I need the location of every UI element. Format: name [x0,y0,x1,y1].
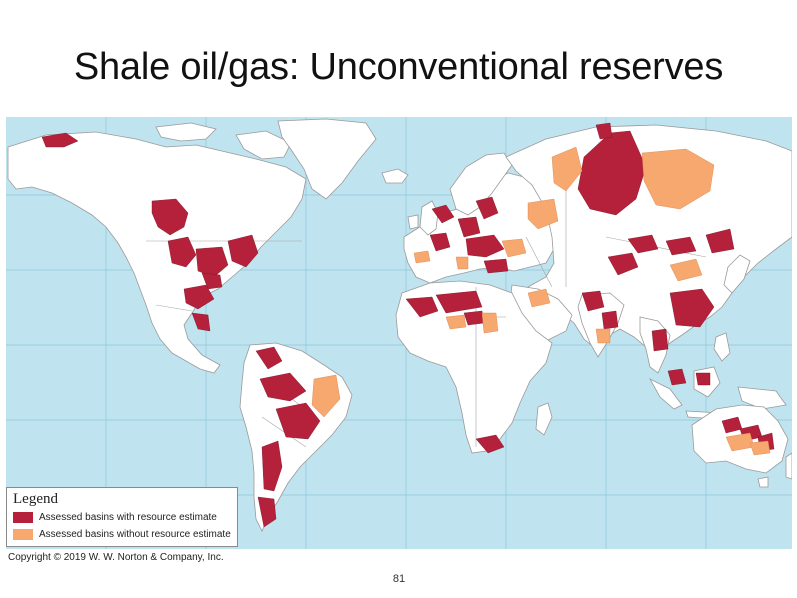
madagascar [535,402,553,436]
basin-russia-north [595,122,613,140]
basin-indonesia [667,368,687,386]
basin-us-gulf [183,284,215,310]
basin-russia-west [527,198,559,230]
basin-western-canada [151,198,189,236]
basins-without-estimate [311,146,771,456]
basin-spain [413,250,431,264]
sumatra [649,378,683,410]
legend-item-without-estimate: Assessed basins without resource estimat… [13,526,231,542]
basin-us-appalachian [227,234,259,268]
basin-pakistan [581,290,605,312]
baffin-island [235,130,292,160]
legend-item-with-estimate: Assessed basins with resource estimate [13,509,231,525]
basin-central-europe [465,234,505,258]
page-number: 81 [392,573,406,585]
basin-southeast-asia [651,328,669,352]
new-zealand [785,452,792,480]
arctic-islands [155,122,217,142]
basin-patagonia [257,496,277,528]
africa [395,280,553,454]
legend-label-without-estimate: Assessed basins without resource estimat… [39,528,231,540]
basin-north-africa-south [445,314,467,330]
iceland [381,168,409,184]
philippines [713,332,731,362]
basin-russia-east [641,148,715,210]
basin-brazil [311,374,341,418]
basin-kazakhstan [627,234,659,254]
basin-north-sea [431,204,455,224]
basin-china-west [669,258,703,282]
basin-north-africa-west [405,296,439,318]
tasmania [757,476,769,488]
basin-middle-east [527,288,551,308]
ireland [407,214,419,230]
scandinavia [449,152,513,216]
basin-paraguay [275,402,321,440]
legend-label-with-estimate: Assessed basins with resource estimate [39,511,217,523]
slide-title: Shale oil/gas: Unconventional reserves [73,46,724,88]
basin-australia-south [749,440,771,456]
copyright-notice: Copyright © 2019 W. W. Norton & Company,… [8,552,224,563]
basin-poland [457,216,481,238]
basin-mexico [191,312,211,332]
north-america [7,131,307,374]
basin-north-africa-central [435,290,483,314]
legend-title: Legend [13,491,58,507]
basin-india-south [595,328,611,344]
basin-us-rockies [167,236,197,268]
map-legend: Legend Assessed basins with resource est… [6,487,238,547]
basin-eastern-europe [501,238,527,258]
basin-argentina [261,440,283,492]
world-map-svg [6,117,792,549]
japan [723,254,751,294]
basin-mongolia [665,236,697,256]
legend-swatch-orange [13,528,33,540]
basin-borneo [695,372,711,386]
basin-baltic [475,196,499,220]
basin-egypt [481,312,499,334]
basin-russia-west-siberia [577,130,647,216]
legend-swatch-red [13,511,33,523]
basin-alaska [41,132,79,148]
new-guinea [737,386,787,410]
basin-france [429,232,451,252]
basin-china [669,288,715,328]
basin-central-asia [607,252,639,276]
basin-russia-central [551,146,583,192]
basin-india [601,310,619,330]
world-map [6,117,792,549]
basins-with-estimate [41,122,775,528]
basin-northeast-china [705,228,735,254]
basin-us-midcontinent [195,246,229,278]
basin-peru-bolivia [259,372,307,402]
basin-south-africa [475,434,505,454]
basin-us-texas [201,272,223,290]
basin-colombia [255,346,283,370]
greenland [277,118,377,200]
basin-black-sea [483,258,509,274]
basin-italy [455,256,469,270]
